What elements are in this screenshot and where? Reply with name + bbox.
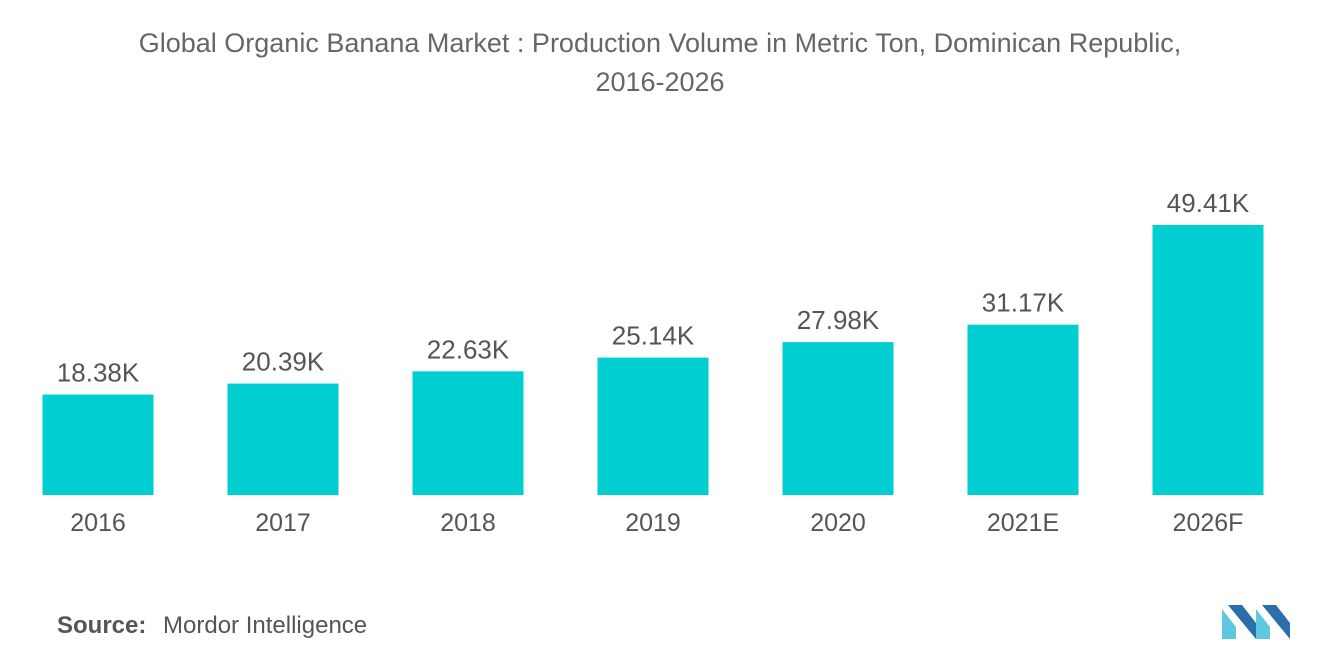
chart-title: Global Organic Banana Market : Productio… xyxy=(0,24,1320,102)
logo-shape-mid xyxy=(1228,605,1256,639)
value-label-2017: 20.39K xyxy=(242,347,325,377)
bar-2017 xyxy=(227,383,339,495)
chart-title-line-1: Global Organic Banana Market : Productio… xyxy=(138,28,1182,58)
bar-2018 xyxy=(412,371,524,495)
source-key: Source: xyxy=(57,612,147,639)
source-value: Mordor Intelligence xyxy=(163,612,368,639)
value-label-2026F: 49.41K xyxy=(1167,188,1250,218)
x-tick-label-2021E: 2021E xyxy=(987,509,1059,537)
value-label-2020: 27.98K xyxy=(797,305,880,335)
x-tick-label-2019: 2019 xyxy=(625,509,681,537)
x-tick-label-2016: 2016 xyxy=(70,509,126,537)
bar-2020 xyxy=(782,342,894,495)
value-label-2018: 22.63K xyxy=(427,334,510,364)
mordor-intelligence-logo-icon xyxy=(1222,605,1290,639)
x-tick-label-2018: 2018 xyxy=(440,509,496,537)
bar-2021E xyxy=(967,324,1079,495)
bar-2026F xyxy=(1152,225,1264,495)
x-tick-label-2017: 2017 xyxy=(255,509,311,537)
bar-2016 xyxy=(42,394,154,495)
source-note: Source: Mordor Intelligence xyxy=(57,612,367,640)
chart-title-line-2: 2016-2026 xyxy=(595,67,725,97)
x-tick-label-2020: 2020 xyxy=(810,509,866,537)
value-label-2021E: 31.17K xyxy=(982,288,1065,318)
value-label-2019: 25.14K xyxy=(612,321,695,351)
x-tick-label-2026F: 2026F xyxy=(1173,509,1244,537)
logo-shape-mid-right xyxy=(1256,609,1270,639)
value-label-2016: 18.38K xyxy=(57,358,140,388)
logo-shape-left xyxy=(1222,609,1236,639)
logo-shape-right xyxy=(1262,605,1290,639)
bar-2019 xyxy=(597,357,709,495)
